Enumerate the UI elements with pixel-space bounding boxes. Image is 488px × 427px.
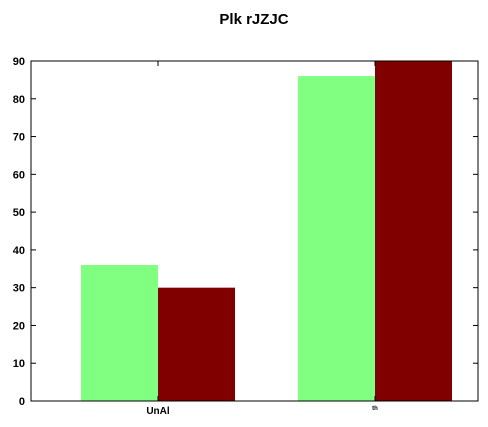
bar-UnAl-series-2 [158, 287, 235, 401]
bar-UnAl-series-1 [81, 265, 158, 401]
y-tick-label: 50 [13, 207, 25, 219]
y-tick-label: 10 [13, 358, 25, 370]
y-tick-label: 70 [13, 132, 25, 144]
y-tick-label: 30 [13, 283, 25, 295]
x-axis-ticks: UnAl th [146, 61, 378, 417]
y-tick-label: 80 [13, 94, 25, 106]
plot-frame [30, 60, 479, 402]
bar-th-series-1 [298, 76, 375, 401]
y-tick-label: 40 [13, 245, 25, 257]
y-axis-ticks: 0 10 20 30 40 50 60 70 80 90 [13, 56, 478, 408]
bar-th-series-2 [375, 61, 452, 401]
y-tick-label: 60 [13, 169, 25, 181]
axes-layer [30, 60, 479, 402]
y-tick-label: 0 [19, 396, 25, 408]
y-tick-label: 20 [13, 320, 25, 332]
x-tick-label: UnAl [146, 406, 170, 417]
chart-title: Plk rJZJC [219, 11, 288, 28]
x-tick-label: th [372, 406, 378, 412]
y-tick-label: 90 [13, 56, 25, 68]
bars-layer [81, 61, 452, 401]
